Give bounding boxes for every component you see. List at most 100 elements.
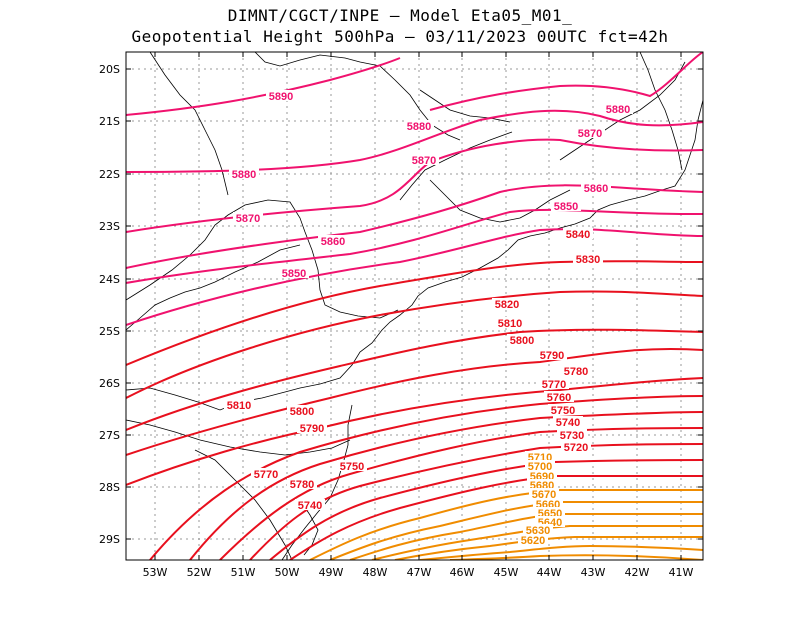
lon-tick-label: 48W	[363, 566, 388, 579]
contour-label-bg	[603, 103, 633, 114]
contour-label-bg	[518, 534, 548, 545]
lat-tick-label: 25S	[99, 325, 120, 338]
lat-tick-label: 21S	[99, 115, 120, 128]
contour-label: 5870	[578, 128, 602, 140]
contour-label: 5800	[290, 406, 314, 418]
contour-line	[219, 427, 703, 560]
contour-label-bg	[573, 253, 603, 264]
contour-label: 5780	[290, 479, 314, 491]
contour-label-bg	[523, 524, 553, 535]
lon-tick-label: 41W	[669, 566, 694, 579]
contour-label: 5760	[547, 392, 571, 404]
contour-label-bg	[409, 154, 439, 165]
contour-label-bg	[279, 267, 309, 278]
contour-label-bg	[525, 451, 555, 462]
contour-label-bg	[229, 168, 259, 179]
contour-label: 5620	[521, 535, 545, 547]
state-border-2	[126, 244, 301, 331]
contour-label: 5860	[321, 236, 345, 248]
state-border-5	[399, 131, 513, 201]
contour-label: 5840	[566, 229, 590, 241]
coastline-borders	[126, 52, 703, 560]
contour-label-bg	[295, 499, 325, 510]
contour-line	[126, 57, 401, 116]
contour-label: 5740	[298, 500, 322, 512]
lon-tick-label: 43W	[581, 566, 606, 579]
contour-label: 5850	[554, 201, 578, 213]
contour-label-bg	[318, 235, 348, 246]
contour-label: 5800	[510, 335, 534, 347]
map-frame	[125, 51, 704, 561]
contour-label: 5750	[551, 405, 575, 417]
contour-label-bg	[575, 127, 605, 138]
lon-tick-label: 50W	[275, 566, 300, 579]
contour-label: 5790	[300, 423, 324, 435]
contour-labels: 5890 5880 5880 5880 5870 5870 5870 5860 5860 5850…	[224, 90, 633, 547]
contour-line	[349, 512, 703, 560]
contour-label-bg	[539, 378, 569, 389]
lat-tick-label: 27S	[99, 429, 120, 442]
contour-label-bg	[224, 399, 254, 410]
contour-label: 5720	[564, 442, 588, 454]
state-border-1	[126, 199, 399, 319]
contour-label-bg	[495, 317, 525, 328]
contour-label: 5820	[495, 299, 519, 311]
contour-line	[126, 184, 703, 269]
lon-tick-label: 53W	[143, 566, 168, 579]
state-border-9	[254, 52, 381, 67]
contour-line	[126, 119, 481, 173]
contour-label: 5770	[542, 379, 566, 391]
contour-line	[126, 228, 703, 326]
lon-tick-label: 52W	[187, 566, 212, 579]
lon-tick-label: 47W	[407, 566, 432, 579]
contour-line	[126, 208, 703, 284]
contour-label: 5880	[407, 121, 431, 133]
contour-line	[126, 347, 703, 456]
contour-line	[249, 443, 703, 560]
contour-label: 5830	[576, 254, 600, 266]
state-border-6	[429, 179, 571, 223]
contour-label: 5860	[584, 183, 608, 195]
lat-lon-grid	[126, 52, 703, 560]
contour-label: 5740	[556, 417, 580, 429]
lat-tick-label: 28S	[99, 481, 120, 494]
contour-label-bg	[507, 334, 537, 345]
contour-label: 5780	[564, 366, 588, 378]
state-border-4	[194, 449, 293, 560]
state-border-11	[639, 52, 683, 171]
contour-label-bg	[561, 441, 591, 452]
contour-line	[126, 328, 703, 431]
contour-label-bg	[553, 416, 583, 427]
contour-label-bg	[492, 298, 522, 309]
contour-label: 5790	[540, 350, 564, 362]
contour-label: 5880	[232, 169, 256, 181]
state-border-10	[379, 65, 461, 141]
contour-label-bg	[535, 516, 565, 527]
state-border-3	[126, 419, 351, 456]
axes: 20S 21S 22S 23S 24S 25S 26S 27S 28S 29S 53W 52W 51W 5…	[99, 52, 703, 579]
contour-line	[329, 500, 703, 560]
contour-line	[479, 109, 703, 127]
contour-label-bg	[551, 200, 581, 211]
contour-label: 5730	[560, 430, 584, 442]
contour-label-bg	[548, 404, 578, 415]
contour-label-bg	[337, 460, 367, 471]
contour-label-bg	[404, 120, 434, 131]
contour-line	[419, 544, 703, 560]
chart-title-line2: Geopotential Height 500hPa – 03/11/2023 …	[131, 27, 669, 46]
contour-label: 5850	[282, 268, 306, 280]
rivers	[419, 89, 511, 123]
contour-label-bg	[527, 470, 557, 481]
contour-label-bg	[581, 182, 611, 193]
contour-label: 5880	[606, 104, 630, 116]
lat-tick-label: 24S	[99, 273, 120, 286]
lon-tick-label: 45W	[494, 566, 519, 579]
contour-label-bg	[525, 460, 555, 471]
contour-label: 5810	[498, 318, 522, 330]
contour-line	[449, 554, 703, 560]
contour-label: 5870	[412, 155, 436, 167]
contour-line	[126, 377, 703, 486]
contour-label-bg	[535, 507, 565, 518]
contour-line	[269, 459, 703, 560]
contour-label-bg	[557, 429, 587, 440]
